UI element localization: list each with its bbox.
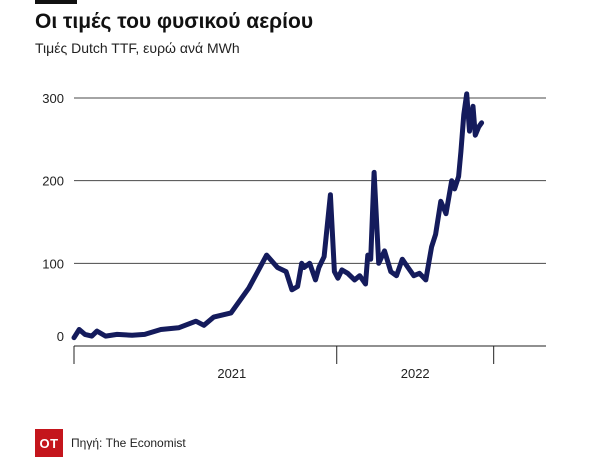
series-line-0 xyxy=(71,91,485,341)
chart-title: Οι τιμές του φυσικού αερίου xyxy=(35,10,314,33)
y-tick-label-100: 100 xyxy=(42,256,64,271)
accent-rule xyxy=(35,0,77,4)
chart-subtitle: Τιμές Dutch TTF, ευρώ ανά MWh xyxy=(35,40,240,56)
x-tick-label-2022: 2022 xyxy=(401,366,430,381)
series-group xyxy=(71,91,485,341)
x-axis: 2021 2022 xyxy=(73,345,546,381)
source-note: Πηγή: The Economist xyxy=(71,436,186,450)
y-tick-labels: 0 100 200 300 xyxy=(42,91,64,344)
footer: OT Πηγή: The Economist xyxy=(35,429,186,457)
y-tick-label-200: 200 xyxy=(42,174,64,189)
x-tick-label-2021: 2021 xyxy=(217,366,246,381)
y-tick-label-300: 300 xyxy=(42,91,64,106)
y-tick-label-0: 0 xyxy=(57,329,64,344)
publisher-logo: OT xyxy=(35,429,63,457)
